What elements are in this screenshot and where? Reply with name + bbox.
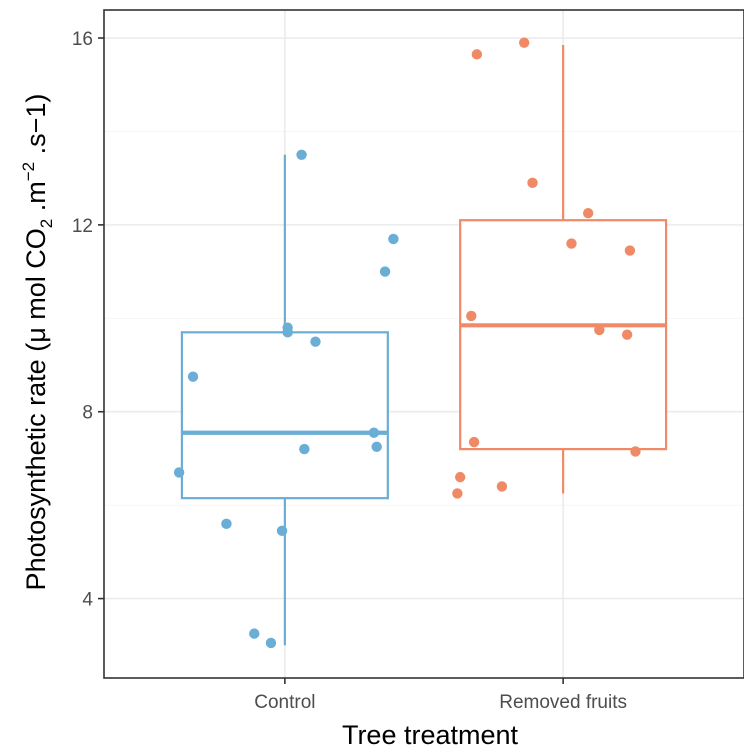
data-point	[582, 208, 594, 219]
data-point	[310, 336, 321, 347]
data-point	[466, 310, 477, 322]
data-point	[221, 518, 232, 530]
y-title-sup-neg2: −2	[19, 162, 38, 181]
data-point	[173, 467, 185, 478]
data-point	[379, 266, 391, 277]
y-tick-label: 8	[82, 403, 93, 424]
data-point	[368, 427, 380, 438]
data-point	[630, 446, 641, 457]
y-title-mol: mol CO	[21, 228, 51, 327]
panel-border	[103, 9, 744, 679]
data-point	[388, 233, 399, 245]
y-tick-label: 12	[72, 216, 93, 237]
data-point	[624, 245, 636, 256]
y-title-minus1: −1	[21, 103, 51, 134]
box-plots	[180, 45, 668, 646]
y-title-close: )	[21, 94, 51, 103]
data-point	[187, 371, 199, 382]
data-point	[299, 443, 310, 455]
data-point	[276, 525, 288, 537]
data-point	[471, 49, 483, 60]
y-title-main: Photosynthetic rate (	[21, 343, 51, 591]
data-point	[282, 327, 293, 338]
data-point	[566, 238, 577, 249]
y-tick-label: 4	[82, 590, 93, 611]
y-title-sub2: 2	[37, 219, 56, 228]
y-title-mu: μ	[21, 327, 51, 343]
data-point	[468, 436, 480, 448]
data-point	[296, 149, 307, 161]
data-point	[527, 177, 538, 189]
y-title-m: .m	[21, 181, 51, 219]
y-axis-title: Photosynthetic rate (μ mol CO2 .m−2 .s−1…	[19, 94, 56, 591]
data-point	[496, 481, 508, 492]
x-tick-label: Control	[254, 692, 315, 713]
data-point	[452, 488, 463, 499]
data-point	[371, 441, 382, 452]
data-point	[249, 628, 260, 639]
data-point	[454, 471, 466, 483]
y-tick-label: 16	[72, 29, 93, 50]
box-iqr	[180, 331, 389, 500]
x-axis: Control Removed fruits	[254, 678, 627, 713]
y-title-s: .s	[21, 133, 51, 162]
data-point	[594, 324, 605, 336]
x-axis-title: Tree treatment	[342, 720, 519, 750]
data-point	[265, 637, 277, 649]
y-axis: 4 8 12 16	[72, 29, 104, 611]
data-point	[518, 37, 530, 48]
data-point	[621, 329, 633, 340]
box-iqr	[459, 219, 668, 451]
x-tick-label: Removed fruits	[499, 692, 627, 713]
data-points	[173, 37, 641, 649]
